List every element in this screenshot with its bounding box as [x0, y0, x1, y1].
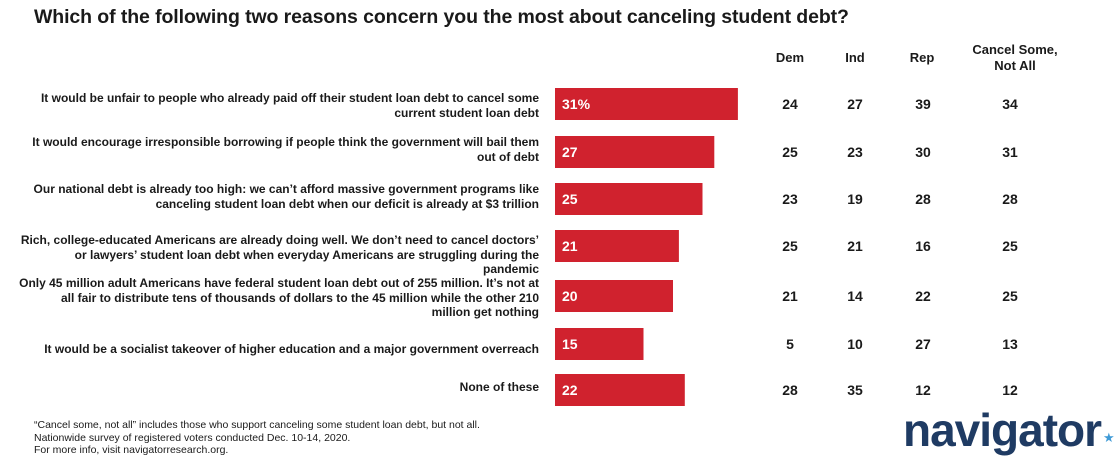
bar-6 — [555, 328, 644, 360]
chart-title: Which of the following two reasons conce… — [34, 6, 849, 28]
row-label-7: None of these — [459, 380, 539, 394]
table-cell-ind-2: 23 — [847, 144, 863, 160]
table-cell-cancel-some-not-all-3: 28 — [1002, 191, 1018, 207]
table-cell-rep-6: 27 — [915, 336, 931, 352]
navigator-logo: navigator ★ — [903, 404, 1115, 456]
bar-value-label-6: 15 — [562, 336, 578, 352]
table-cell-cancel-some-not-all-4: 25 — [1002, 238, 1018, 254]
column-header-ind: Ind — [845, 50, 865, 65]
table-cell-cancel-some-not-all-6: 13 — [1002, 336, 1018, 352]
row-label-1: It would be unfair to people who already… — [40, 91, 539, 120]
table-cell-ind-7: 35 — [847, 382, 863, 398]
table-cell-cancel-some-not-all-7: 12 — [1002, 382, 1018, 398]
table-cell-dem-1: 24 — [782, 96, 798, 112]
row-label-2: It would encourage irresponsible borrowi… — [32, 135, 539, 164]
table-cell-dem-3: 23 — [782, 191, 798, 207]
bar-2 — [555, 136, 715, 168]
bar-value-label-1: 31% — [562, 96, 591, 112]
table-cell-dem-7: 28 — [782, 382, 798, 398]
bar-4 — [555, 230, 679, 262]
table-cell-dem-5: 21 — [782, 288, 798, 304]
bar-1 — [555, 88, 738, 120]
footnote-more-info: For more info, visit navigatorresearch.o… — [34, 444, 229, 456]
table-cell-rep-7: 12 — [915, 382, 931, 398]
column-header-cancel-some: Cancel Some, Not All — [972, 42, 1058, 73]
table-cell-ind-6: 10 — [847, 336, 863, 352]
bar-value-label-3: 25 — [562, 191, 578, 207]
column-header-rep: Rep — [909, 50, 935, 65]
star-icon: ★ — [1103, 430, 1115, 445]
bar-3 — [555, 183, 703, 215]
table-cell-rep-3: 28 — [915, 191, 931, 207]
table-cell-cancel-some-not-all-1: 34 — [1002, 96, 1018, 112]
row-label-3: Our national debt is already too high: w… — [33, 182, 539, 211]
table-cell-dem-6: 5 — [786, 336, 794, 352]
row-label-4: Rich, college-educated Americans are alr… — [20, 233, 539, 276]
bar-7 — [555, 374, 685, 406]
row-label-5: Only 45 million adult Americans have fed… — [19, 276, 539, 319]
table-cell-ind-5: 14 — [847, 288, 863, 304]
table-cell-cancel-some-not-all-2: 31 — [1002, 144, 1018, 160]
bar-5 — [555, 280, 673, 312]
column-header-dem: Dem — [775, 50, 805, 65]
table-cell-ind-3: 19 — [847, 191, 863, 207]
table-cell-ind-4: 21 — [847, 238, 863, 254]
table-cell-dem-4: 25 — [782, 238, 798, 254]
footnotes: “Cancel some, not all” includes those wh… — [34, 419, 480, 457]
bar-value-label-5: 20 — [562, 288, 578, 304]
table-cell-rep-1: 39 — [915, 96, 931, 112]
footnote-survey-info: Nationwide survey of registered voters c… — [34, 431, 351, 444]
row-label-6: It would be a socialist takeover of high… — [44, 342, 539, 356]
table-cell-rep-2: 30 — [915, 144, 931, 160]
bar-value-label-4: 21 — [562, 238, 578, 254]
table-cell-cancel-some-not-all-5: 25 — [1002, 288, 1018, 304]
table-cell-rep-4: 16 — [915, 238, 931, 254]
bar-value-label-2: 27 — [562, 144, 578, 160]
table-cell-dem-2: 25 — [782, 144, 798, 160]
bar-value-label-7: 22 — [562, 382, 578, 398]
footnote-cancel-definition: “Cancel some, not all” includes those wh… — [34, 419, 480, 431]
logo-wordmark: navigator — [903, 404, 1102, 456]
table-cell-ind-1: 27 — [847, 96, 863, 112]
table-cell-rep-5: 22 — [915, 288, 931, 304]
